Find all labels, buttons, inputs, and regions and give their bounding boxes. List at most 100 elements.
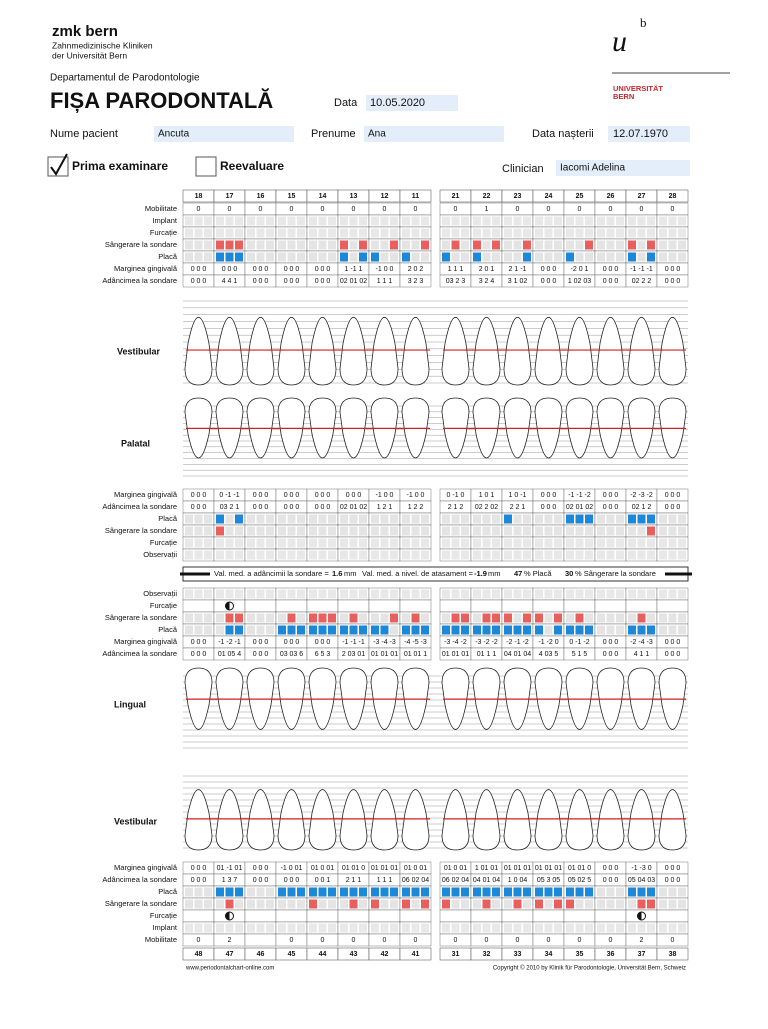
side-label: Vestibular [114, 816, 158, 826]
empty-site [575, 550, 584, 560]
site-mark [637, 514, 646, 524]
checkbox[interactable] [195, 156, 217, 177]
empty-site [659, 923, 667, 933]
empty-site [504, 550, 512, 560]
empty-site [566, 228, 574, 238]
field[interactable] [154, 126, 294, 142]
site-mark [185, 887, 193, 897]
site-mark [504, 526, 512, 536]
cell-value: 3 2 4 [479, 278, 495, 285]
cell [656, 274, 689, 288]
site-mark [482, 613, 491, 623]
site-mark [461, 613, 469, 623]
row-label: Marginea gingivală [114, 863, 178, 872]
site-mark [597, 899, 605, 909]
cell [501, 909, 534, 923]
empty-site [482, 550, 491, 560]
tooth [339, 317, 368, 386]
cell-value: 0 0 0 [315, 492, 331, 499]
site-mark [668, 252, 677, 262]
checkbox[interactable] [47, 156, 69, 177]
site-mark [554, 514, 562, 524]
site-mark [235, 899, 243, 909]
empty-site [566, 538, 574, 548]
site-mark [554, 899, 562, 909]
empty-site [678, 228, 686, 238]
tooth [565, 789, 594, 851]
empty-site [628, 923, 636, 933]
site-mark [442, 252, 450, 262]
empty-site [256, 923, 265, 933]
empty-site [216, 550, 224, 560]
empty-site [504, 923, 512, 933]
site-mark [328, 887, 336, 897]
site-mark [451, 887, 460, 897]
field[interactable] [556, 160, 690, 176]
site-mark [340, 887, 348, 897]
field[interactable] [366, 95, 458, 111]
cell [501, 599, 534, 613]
cell-value: 2 03 01 [342, 651, 365, 658]
cell [656, 599, 689, 613]
clinic-line: der Universität Bern [52, 50, 127, 60]
empty-site [585, 216, 593, 226]
site-mark [647, 899, 655, 909]
site-mark [266, 526, 274, 536]
empty-site [535, 923, 543, 933]
tooth [339, 789, 368, 851]
field[interactable] [364, 126, 504, 142]
cell-value: 0 0 0 [253, 278, 269, 285]
site-mark [482, 899, 491, 909]
cell-value: 02 2 2 [632, 278, 652, 285]
site-mark [287, 625, 296, 635]
cell-value: 1 0 1 [479, 492, 495, 499]
empty-site [266, 216, 274, 226]
empty-site [390, 589, 398, 599]
cell-value: 0 [383, 206, 387, 213]
cell [656, 933, 689, 947]
cell-value: 01 01 0 [568, 865, 591, 872]
site-mark [247, 899, 255, 909]
empty-site [482, 538, 491, 548]
cell-value: 0 0 0 [253, 639, 269, 646]
site-mark [309, 252, 317, 262]
empty-site [513, 228, 522, 238]
site-mark [256, 887, 265, 897]
field[interactable] [608, 126, 690, 142]
empty-site [513, 923, 522, 933]
reevaluation: Reevaluare [220, 159, 284, 173]
cell-value: -1 -1 -1 [342, 639, 365, 646]
empty-site [328, 589, 336, 599]
site-mark [225, 240, 234, 250]
cell-value: 0 [578, 937, 582, 944]
site-mark [628, 613, 636, 623]
cell [399, 599, 432, 613]
summary-value: 1.6 [332, 569, 342, 578]
tooth-number: 14 [319, 193, 327, 200]
site-mark [340, 613, 348, 623]
empty-site [247, 538, 255, 548]
empty-site [328, 923, 336, 933]
site-mark [523, 240, 531, 250]
empty-site [380, 550, 389, 560]
site-mark [287, 613, 296, 623]
site-mark [371, 514, 379, 524]
cell-value: 3 1 02 [508, 278, 528, 285]
site-mark [247, 526, 255, 536]
empty-site [278, 538, 286, 548]
site-mark [256, 899, 265, 909]
empty-site [402, 216, 410, 226]
site-mark [185, 514, 193, 524]
site-mark [659, 252, 667, 262]
empty-site [461, 550, 469, 560]
site-mark [544, 240, 553, 250]
site-mark [535, 613, 543, 623]
cell-value: 0 -1 0 [447, 492, 465, 499]
empty-site [380, 589, 389, 599]
site-mark [256, 514, 265, 524]
empty-site [297, 589, 305, 599]
site-mark [421, 899, 429, 909]
tooth-number: 33 [514, 951, 522, 958]
site-mark [513, 526, 522, 536]
empty-site [328, 228, 336, 238]
